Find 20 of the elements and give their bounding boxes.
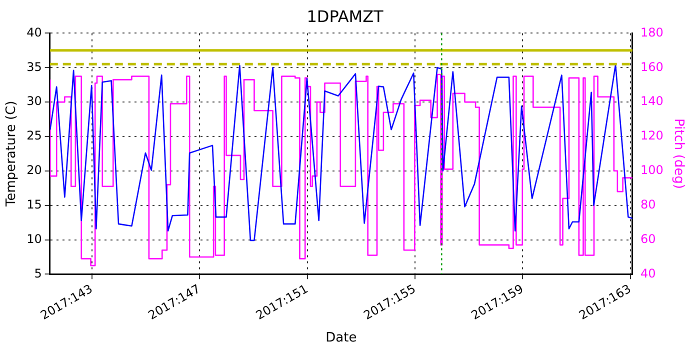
x-axis-title: Date — [326, 330, 357, 346]
y2-tick-label: 60 — [640, 232, 656, 246]
y-tick-label: 5 — [34, 266, 42, 280]
y2-tick-label: 40 — [640, 266, 656, 280]
y2-tick-label: 100 — [640, 163, 664, 178]
y-tick-label: 15 — [26, 197, 42, 212]
y-axis-title: Temperature (C) — [4, 100, 20, 208]
y2-tick-label: 160 — [640, 60, 664, 74]
y2-tick-label: 120 — [640, 128, 664, 143]
y-tick-label: 20 — [26, 163, 42, 178]
y-tick-label: 25 — [26, 128, 42, 143]
y-tick-label: 30 — [26, 94, 42, 108]
y2-tick-label: 80 — [640, 197, 656, 212]
y2-axis-title: Pitch (deg) — [670, 118, 686, 189]
y-tick-label: 35 — [26, 60, 42, 74]
y2-tick-label: 180 — [640, 25, 664, 40]
chart-title: 1DPAMZT — [306, 6, 384, 26]
y-tick-label: 40 — [26, 25, 42, 40]
y-tick-label: 10 — [26, 232, 42, 246]
y2-tick-label: 140 — [640, 94, 664, 108]
